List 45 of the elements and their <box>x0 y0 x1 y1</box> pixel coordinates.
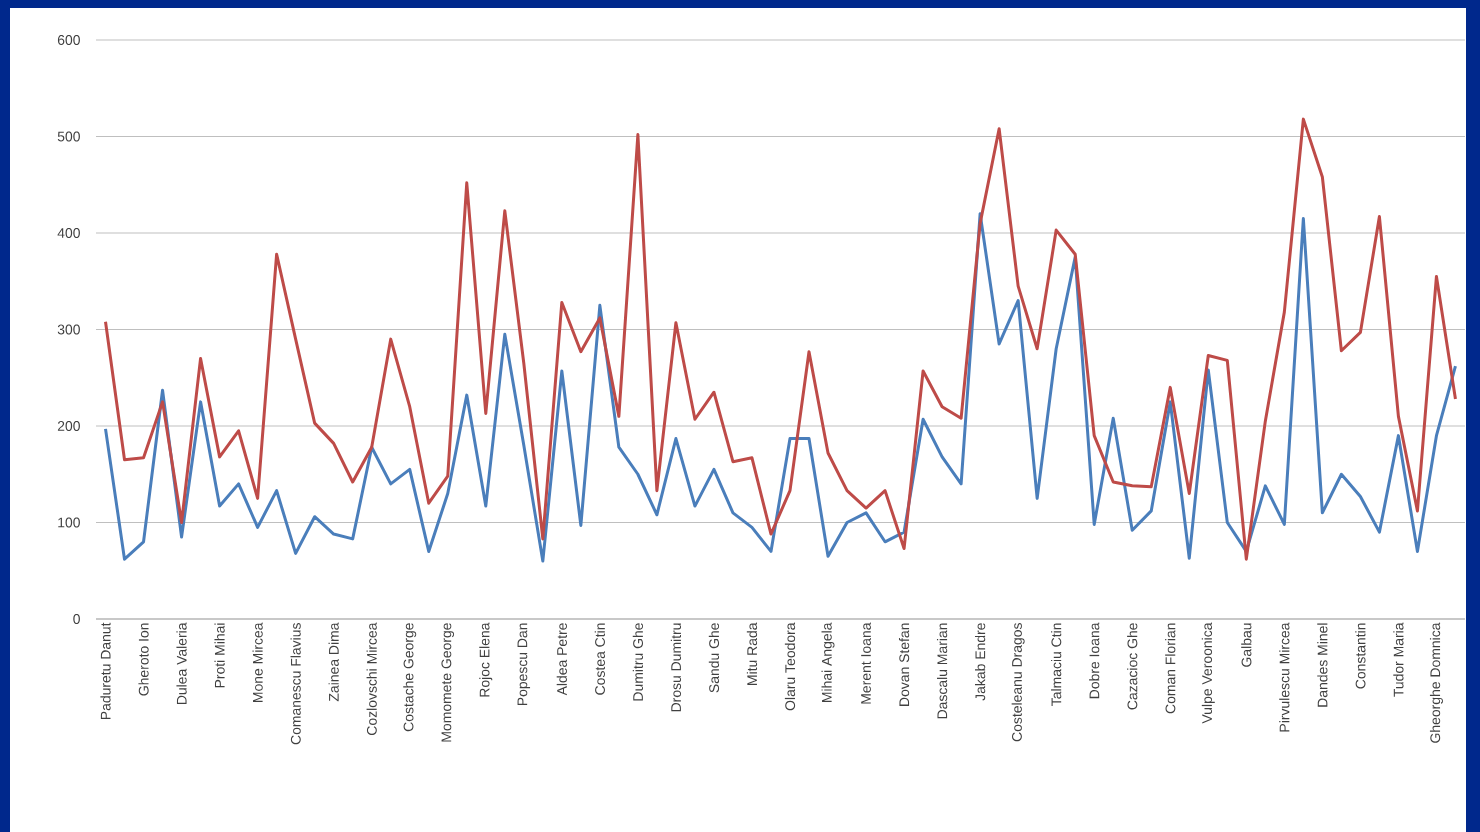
x-tick-label: Merent Ioana <box>861 622 871 704</box>
x-tick-label: Dumitru Ghe <box>632 623 644 701</box>
x-tick-label: Tudor Maria <box>1393 622 1404 697</box>
x-tick-label: Constantin <box>1355 623 1366 689</box>
x-tick-label: Mone Mircea <box>252 622 263 702</box>
x-tick-label: Costeleanu Dragos <box>1011 623 1025 742</box>
x-tick-label: Mitu Rada <box>746 622 758 685</box>
x-tick-label: Sandu Ghe <box>708 623 720 693</box>
x-tick-label: Dascalu Marian <box>936 623 948 719</box>
x-tick-label: Momomete George <box>441 623 455 742</box>
x-tick-label: Gheorghe Domnica <box>1429 622 1443 743</box>
y-tick-label: 600 <box>57 35 80 45</box>
x-tick-label: Comanescu Flavius <box>290 623 301 745</box>
x-tick-label: Popescu Dan <box>517 623 531 706</box>
y-tick-label: 0 <box>73 614 80 624</box>
x-tick-label: Costea Ctin <box>594 623 605 695</box>
x-tick-label: Cazacioc Ghe <box>1127 623 1138 710</box>
x-tick-label: Galbau <box>1241 623 1252 667</box>
x-tick-label: Dovan Stefan <box>898 623 910 706</box>
x-tick-label: Coman Florian <box>1165 623 1176 714</box>
x-tick-label: Dulea Valeria <box>176 622 187 705</box>
line-series <box>104 117 1457 561</box>
y-tick-label: 100 <box>58 517 80 528</box>
y-tick-label: 200 <box>57 421 80 431</box>
x-tick-label: Rojoc Elena <box>479 622 493 697</box>
x-tick-label: Drosu Dumitru <box>670 623 682 712</box>
x-tick-label: Cozlovschi Mircea <box>366 622 377 735</box>
x-tick-label: Paduretu Danut <box>100 622 111 720</box>
y-tick-label: 500 <box>57 131 80 142</box>
x-tick-label: Costache George <box>403 623 417 732</box>
x-tick-label: Dobre Ioana <box>1089 622 1100 699</box>
x-tick-label: Dandes Minel <box>1317 623 1328 707</box>
y-tick-label: 300 <box>57 324 80 335</box>
x-tick-label: Jakab Endre <box>975 623 986 701</box>
x-tick-label: Gheroto Ion <box>138 623 149 696</box>
line-series <box>104 212 1457 563</box>
x-tick-label: Mihai Angela <box>821 622 835 703</box>
x-tick-label: Pirvulescu Mircea <box>1279 622 1290 732</box>
x-tick-label: Aldea Petre <box>556 623 567 696</box>
x-tick-label: Zainea Dima <box>328 622 339 702</box>
x-tick-label: Proti Mihai <box>214 623 225 688</box>
y-tick-label: 400 <box>57 228 80 238</box>
x-tick-label: Olaru Teodora <box>784 622 796 711</box>
x-tick-label: Vulpe Veroonica <box>1201 622 1215 724</box>
x-tick-label: Talmaciu Ctin <box>1051 623 1062 706</box>
